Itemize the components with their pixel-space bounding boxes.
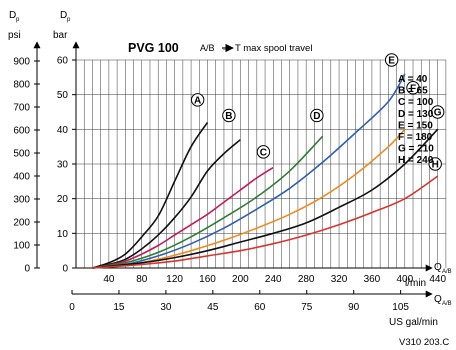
legend-entry-c: C = 100 <box>398 97 434 108</box>
series-line-h <box>92 175 439 269</box>
psi-axis-symbol: D <box>9 10 16 21</box>
psi-tick-label: 500 <box>13 149 30 160</box>
figure-code: V310 203.C <box>399 337 449 348</box>
curve-label-d: D <box>313 111 320 122</box>
curve-labels: A B C D E F G H <box>190 53 445 171</box>
legend-entry-g: G = 210 <box>398 144 434 155</box>
flow-tick-label: 200 <box>232 274 249 285</box>
bar-axis-unit: bar <box>53 30 68 41</box>
series-line-a <box>92 121 209 269</box>
legend-entry-e: E = 150 <box>398 120 433 131</box>
curve-label-h: H <box>432 160 439 171</box>
gpm-tick-label: 60 <box>254 302 266 313</box>
bar-tick-label: 40 <box>57 125 69 136</box>
gpm-axis-symbol: Q <box>434 294 442 305</box>
flow-tick-label: 120 <box>166 274 183 285</box>
bar-tick-label: 10 <box>57 229 69 240</box>
gpm-tick-label: 15 <box>113 302 125 313</box>
gpm-axis-subscript: A/B <box>442 301 452 307</box>
bar-tick-label: 50 <box>57 90 69 101</box>
gpm-tick-label: 75 <box>301 302 313 313</box>
curve-label-c: C <box>260 147 267 158</box>
flow-tick-label: 240 <box>265 274 282 285</box>
psi-tick-label: 200 <box>13 218 30 229</box>
series-line-d <box>92 135 324 269</box>
flow-axis-unit: l/min <box>405 278 426 289</box>
curve-label-g: G <box>434 108 442 119</box>
flow-tick-label: 360 <box>364 274 381 285</box>
psi-tick-label: 700 <box>13 103 30 114</box>
curve-label-circle-e <box>384 53 399 67</box>
bar-axis-symbol: D <box>60 10 67 21</box>
chart-subtitle-prefix: A/B <box>200 43 215 53</box>
series-group <box>92 73 439 269</box>
gpm-tick-label: 105 <box>392 302 409 313</box>
bar-tick-label: 0 <box>62 264 68 275</box>
chart-title: PVG 100 <box>128 41 179 55</box>
bar-tick-label: 60 <box>57 56 69 67</box>
curve-label-a: A <box>194 95 201 106</box>
curve-label-circle-f <box>406 81 420 95</box>
flow-tick-label: 280 <box>298 274 315 285</box>
psi-tick-label: 900 <box>13 57 30 68</box>
bar-tick-label: 30 <box>57 160 69 171</box>
flow-tick-label: 400 <box>396 274 413 285</box>
axes: 0102030405060010020030040050060070080090… <box>13 41 446 313</box>
gpm-tick-label: 0 <box>69 302 75 313</box>
bar-axis-subscript: p <box>67 17 71 23</box>
flow-axis-subscript: A/B <box>442 269 452 275</box>
flow-tick-label: 40 <box>103 274 115 285</box>
series-line-b <box>92 139 241 269</box>
flow-tick-label: 320 <box>331 274 348 285</box>
bar-tick-label: 20 <box>57 194 69 205</box>
curve-label-circle-d <box>310 108 324 123</box>
series-line-c <box>92 166 274 269</box>
gpm-tick-label: 45 <box>207 302 219 313</box>
chart-subtitle-arrow: → <box>221 43 230 53</box>
psi-tick-label: 100 <box>13 241 30 252</box>
psi-tick-label: 0 <box>24 264 30 275</box>
psi-tick-label: 600 <box>13 126 30 137</box>
gpm-axis-unit: US gal/min <box>389 317 438 328</box>
curve-label-circle-c <box>256 145 271 159</box>
curve-label-circle-g <box>430 105 445 119</box>
psi-tick-label: 800 <box>13 80 30 91</box>
legend-entry-h: H = 240 <box>398 155 434 166</box>
psi-axis-unit: psi <box>8 30 21 41</box>
legend-entry-b: B = 65 <box>398 86 428 97</box>
legend-entry-a: A = 40 <box>398 74 428 85</box>
legend-entry-d: D = 130 <box>398 109 434 120</box>
curve-label-circle-b <box>222 108 236 123</box>
legend-entry-f: F = 180 <box>398 132 433 143</box>
flow-axis-symbol: Q <box>434 262 442 273</box>
curve-label-circle-h <box>428 157 442 171</box>
gpm-tick-label: 90 <box>348 302 360 313</box>
flow-tick-label: 160 <box>199 274 216 285</box>
curve-label-b: B <box>225 111 232 122</box>
series-line-g <box>92 128 439 269</box>
psi-tick-label: 300 <box>13 195 30 206</box>
chart-subtitle-suffix: T max spool travel <box>235 43 312 54</box>
psi-tick-label: 400 <box>13 172 30 183</box>
curve-label-f: F <box>410 83 416 94</box>
flow-tick-label: 440 <box>429 274 446 285</box>
psi-axis-subscript: p <box>16 17 20 23</box>
series-line-e <box>92 73 406 269</box>
flow-tick-label: 80 <box>136 274 148 285</box>
curve-label-e: E <box>388 56 395 67</box>
gpm-tick-label: 30 <box>160 302 172 313</box>
curve-label-circle-a <box>190 93 205 107</box>
